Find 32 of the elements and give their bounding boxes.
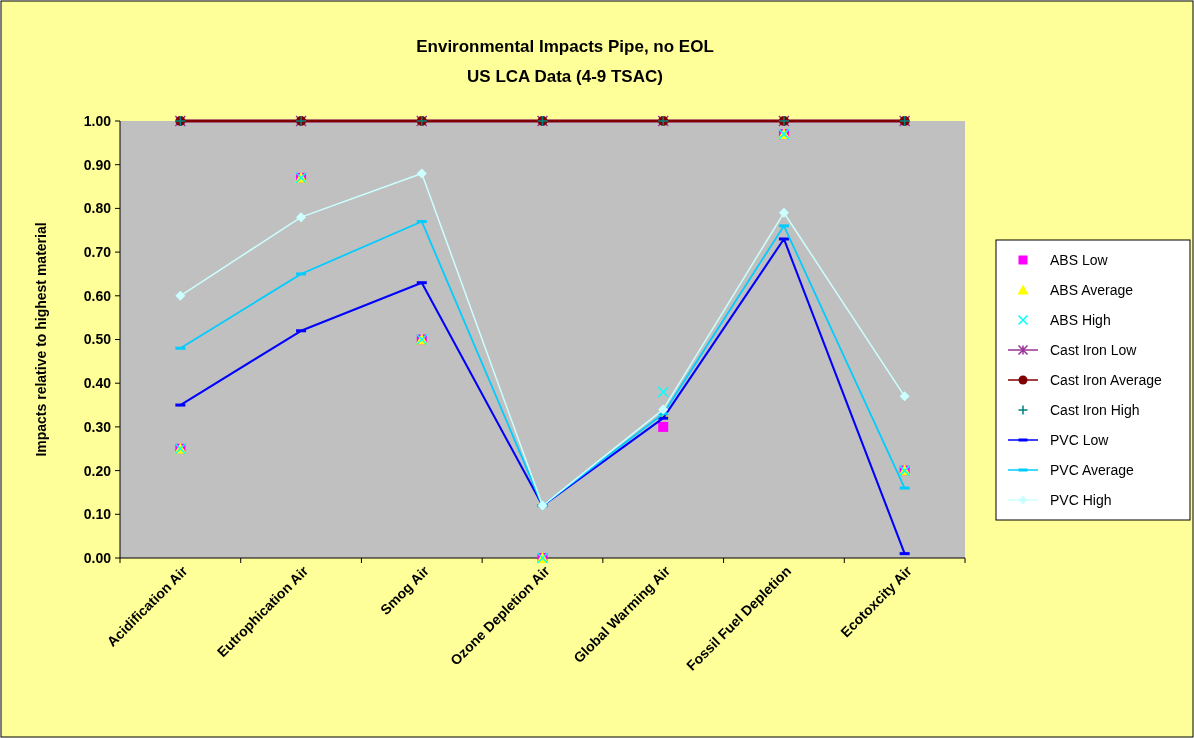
point (899, 391, 910, 402)
y-tick-label: 0.80 (83, 200, 112, 217)
y-tick-label: 0.60 (83, 287, 112, 304)
y-tick-label: 0.70 (83, 244, 112, 260)
y-tick-label: 0.20 (83, 462, 112, 479)
point (416, 168, 427, 179)
legend-label: ABS Average (1050, 281, 1134, 298)
y-axis-title: Impacts relative to highest material (33, 222, 49, 457)
legend-label: Cast Iron Low (1050, 341, 1138, 358)
legend-label: Cast Iron High (1050, 401, 1140, 418)
y-tick-label: 0.00 (83, 549, 112, 566)
y-tick-label: 0.90 (83, 156, 112, 173)
legend-label: ABS High (1050, 311, 1111, 328)
point (658, 404, 669, 415)
y-tick-label: 0.50 (83, 331, 112, 348)
y-tick-label: 0.40 (83, 375, 112, 392)
point (175, 290, 186, 301)
legend-label: PVC High (1050, 491, 1112, 508)
point (537, 500, 548, 511)
legend-label: PVC Low (1050, 431, 1110, 448)
chart-subtitle: US LCA Data (4-9 TSAC) (467, 67, 663, 86)
point (778, 207, 789, 218)
point (658, 421, 669, 432)
legend-label: Cast Iron Average (1050, 371, 1163, 388)
y-tick-label: 0.10 (83, 506, 112, 523)
y-tick-label: 0.30 (83, 418, 112, 435)
point (296, 212, 307, 223)
y-tick-label: 1.00 (83, 112, 112, 129)
point (657, 386, 669, 398)
chart-title: Environmental Impacts Pipe, no EOL (416, 37, 714, 56)
legend-label: ABS Low (1050, 251, 1109, 268)
legend-label: PVC Average (1050, 461, 1135, 478)
